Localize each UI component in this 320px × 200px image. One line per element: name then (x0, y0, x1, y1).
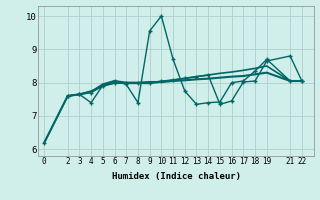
X-axis label: Humidex (Indice chaleur): Humidex (Indice chaleur) (111, 172, 241, 181)
